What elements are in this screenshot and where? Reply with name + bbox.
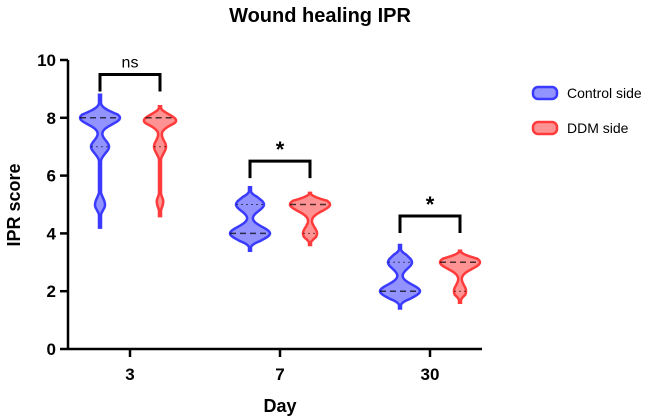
legend-swatch-ddm <box>531 120 559 136</box>
legend: Control side DDM side <box>531 85 642 136</box>
x-tick-label: 3 <box>125 365 134 384</box>
chart-title: Wound healing IPR <box>229 5 411 27</box>
y-tick-label: 0 <box>47 340 56 359</box>
significance-bracket <box>248 159 312 179</box>
x-tick-label: 30 <box>421 365 440 384</box>
significance-bracket <box>398 214 462 234</box>
y-tick-label: 2 <box>47 282 56 301</box>
y-axis-label: IPR score <box>4 163 24 246</box>
y-tick-label: 6 <box>47 167 56 186</box>
y-tick-label: 4 <box>47 224 57 243</box>
legend-label-ddm: DDM side <box>567 120 629 136</box>
significance-label: * <box>426 192 435 217</box>
significance-label: * <box>276 137 285 162</box>
violin-ddm <box>438 249 482 305</box>
significance-label: ns <box>122 54 139 71</box>
legend-label-control: Control side <box>567 85 642 101</box>
legend-swatch-control <box>531 85 559 101</box>
violin-control <box>78 93 122 229</box>
plot-area: 0 2 4 6 8 10 3 7 30 ns * * <box>37 51 482 384</box>
violin-ddm <box>142 104 178 218</box>
x-tick-label: 7 <box>275 365 284 384</box>
violin-ddm <box>288 191 332 247</box>
violin-control <box>228 185 272 252</box>
y-tick-label: 10 <box>37 51 56 70</box>
x-axis-label: Day <box>263 396 296 416</box>
y-tick-label: 8 <box>47 109 56 128</box>
violin-control <box>378 243 422 310</box>
significance-bracket <box>98 72 162 92</box>
